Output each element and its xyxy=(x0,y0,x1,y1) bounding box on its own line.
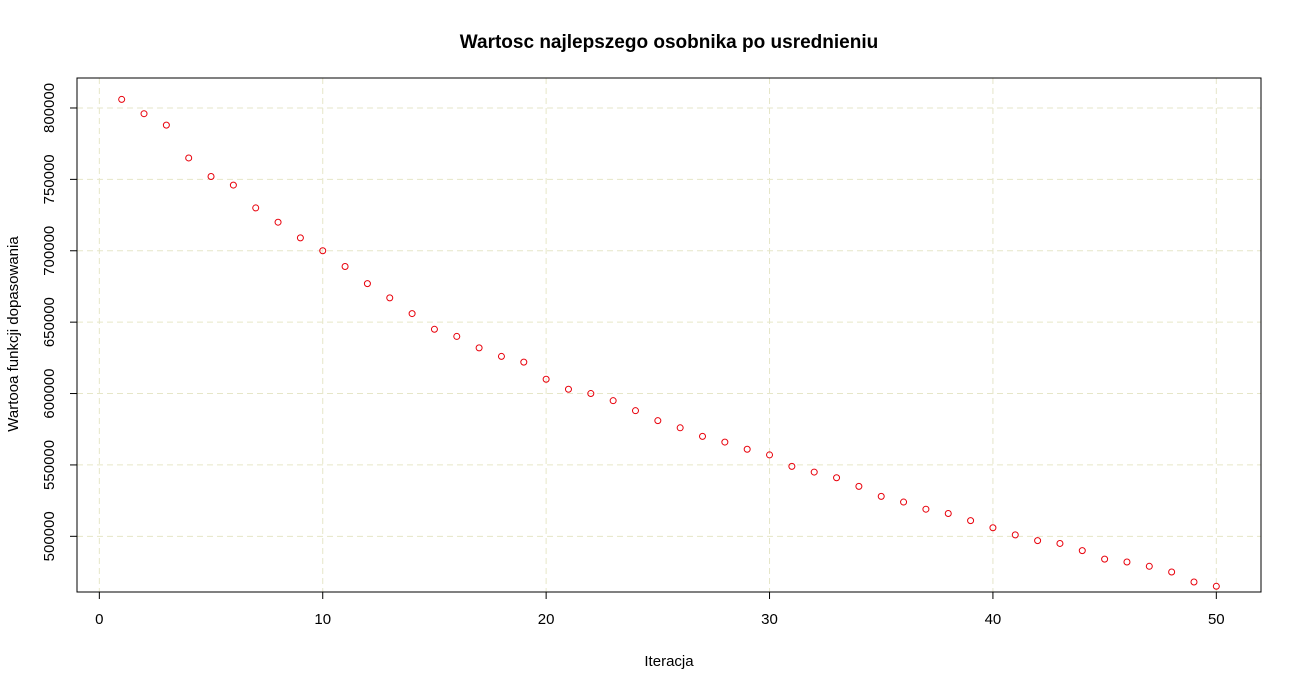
data-point xyxy=(453,332,461,340)
data-point xyxy=(1212,582,1220,590)
data-point xyxy=(296,234,304,242)
data-point xyxy=(1123,558,1131,566)
data-point xyxy=(252,204,260,212)
data-point xyxy=(609,397,617,405)
data-point xyxy=(989,524,997,532)
data-point xyxy=(274,218,282,226)
x-axis-label: Iteracja xyxy=(644,653,694,670)
data-point xyxy=(788,462,796,470)
data-point xyxy=(229,181,237,189)
chart-title: Wartosc najlepszego osobnika po usrednie… xyxy=(460,32,878,53)
y-tick-label: 650000 xyxy=(41,297,58,347)
data-point xyxy=(833,474,841,482)
data-point xyxy=(118,95,126,103)
plot-frame xyxy=(76,77,1262,593)
data-point xyxy=(1078,547,1086,555)
data-point xyxy=(855,482,863,490)
data-point xyxy=(207,173,215,181)
data-point xyxy=(185,154,193,162)
x-tick-label: 20 xyxy=(538,611,555,628)
data-point xyxy=(587,390,595,398)
data-point xyxy=(900,498,908,506)
data-point xyxy=(922,505,930,513)
data-point xyxy=(967,517,975,525)
data-point xyxy=(341,262,349,270)
y-tick-label: 500000 xyxy=(41,511,58,561)
data-point xyxy=(319,247,327,255)
data-point xyxy=(408,310,416,318)
data-point xyxy=(542,375,550,383)
y-tick-label: 800000 xyxy=(41,83,58,133)
data-point xyxy=(1101,555,1109,563)
data-point xyxy=(721,438,729,446)
x-tick-label: 50 xyxy=(1208,611,1225,628)
data-point xyxy=(1011,531,1019,539)
data-point xyxy=(877,492,885,500)
data-point xyxy=(810,468,818,476)
data-point xyxy=(564,385,572,393)
data-point xyxy=(1145,562,1153,570)
data-point xyxy=(1056,539,1064,547)
data-point xyxy=(1168,568,1176,576)
y-tick-label: 750000 xyxy=(41,154,58,204)
y-tick-label: 700000 xyxy=(41,226,58,276)
y-axis-label: Wartooa funkcji dopasowania xyxy=(5,236,22,432)
x-tick-label: 10 xyxy=(314,611,331,628)
data-point xyxy=(1190,578,1198,586)
data-point xyxy=(520,358,528,366)
data-point xyxy=(162,121,170,129)
data-point xyxy=(386,294,394,302)
data-point xyxy=(676,424,684,432)
data-point xyxy=(766,451,774,459)
y-axis: 500000 550000 600000 650000 700000 750000 8000… xyxy=(41,83,77,561)
data-point xyxy=(475,344,483,352)
data-point xyxy=(140,110,148,118)
y-tick-label: 550000 xyxy=(41,440,58,490)
x-axis: 0 10 20 30 40 50 xyxy=(95,592,1225,628)
data-point xyxy=(497,352,505,360)
x-tick-label: 40 xyxy=(985,611,1002,628)
data-point xyxy=(363,280,371,288)
data-point xyxy=(631,407,639,415)
x-tick-label: 0 xyxy=(95,611,103,628)
data-points xyxy=(118,95,1220,590)
grid-lines xyxy=(77,78,1261,592)
data-point xyxy=(654,417,662,425)
y-tick-label: 600000 xyxy=(41,369,58,419)
data-point xyxy=(699,432,707,440)
x-tick-label: 30 xyxy=(761,611,778,628)
data-point xyxy=(743,445,751,453)
data-point xyxy=(430,325,438,333)
data-point xyxy=(1034,537,1042,545)
data-point xyxy=(944,509,952,517)
